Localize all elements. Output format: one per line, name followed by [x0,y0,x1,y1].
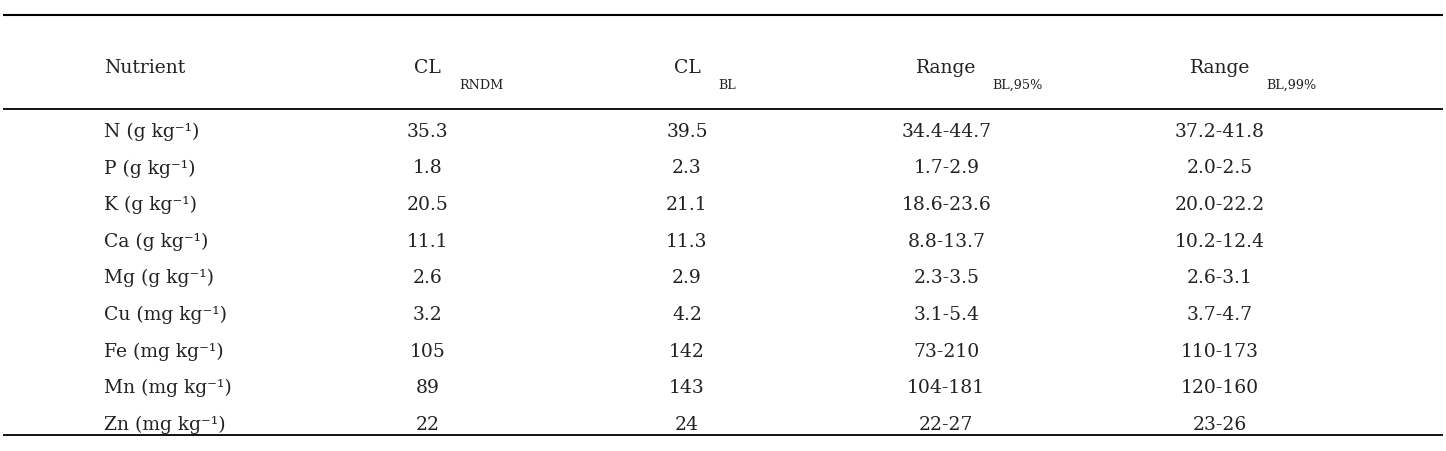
Text: 20.0-22.2: 20.0-22.2 [1174,196,1265,214]
Text: BL,99%: BL,99% [1267,78,1316,92]
Text: 1.7-2.9: 1.7-2.9 [914,159,979,177]
Text: 23-26: 23-26 [1193,415,1246,433]
Text: 142: 142 [669,342,706,360]
Text: 1.8: 1.8 [414,159,442,177]
Text: 73-210: 73-210 [912,342,979,360]
Text: BL: BL [719,78,736,92]
Text: 143: 143 [669,378,704,396]
Text: 105: 105 [409,342,445,360]
Text: Zn (mg kg⁻¹): Zn (mg kg⁻¹) [104,415,226,433]
Text: 24: 24 [675,415,698,433]
Text: CL: CL [674,58,700,76]
Text: 2.9: 2.9 [672,269,701,287]
Text: 39.5: 39.5 [667,123,707,141]
Text: 21.1: 21.1 [667,196,707,214]
Text: 110-173: 110-173 [1181,342,1259,360]
Text: 34.4-44.7: 34.4-44.7 [901,123,992,141]
Text: 20.5: 20.5 [406,196,448,214]
Text: P (g kg⁻¹): P (g kg⁻¹) [104,159,195,177]
Text: CL: CL [414,58,441,76]
Text: 120-160: 120-160 [1181,378,1259,396]
Text: Mg (g kg⁻¹): Mg (g kg⁻¹) [104,269,214,287]
Text: 22: 22 [415,415,440,433]
Text: 104-181: 104-181 [907,378,985,396]
Text: 89: 89 [416,378,440,396]
Text: Cu (mg kg⁻¹): Cu (mg kg⁻¹) [104,305,227,323]
Text: Ca (g kg⁻¹): Ca (g kg⁻¹) [104,232,208,250]
Text: 18.6-23.6: 18.6-23.6 [901,196,991,214]
Text: Range: Range [917,58,976,76]
Text: RNDM: RNDM [460,78,503,92]
Text: 8.8-13.7: 8.8-13.7 [907,232,985,250]
Text: Fe (mg kg⁻¹): Fe (mg kg⁻¹) [104,342,223,360]
Text: 2.3: 2.3 [672,159,701,177]
Text: Mn (mg kg⁻¹): Mn (mg kg⁻¹) [104,378,231,396]
Text: 3.7-4.7: 3.7-4.7 [1187,305,1254,323]
Text: BL,95%: BL,95% [992,78,1043,92]
Text: K (g kg⁻¹): K (g kg⁻¹) [104,196,197,214]
Text: Nutrient: Nutrient [104,58,185,76]
Text: 2.6: 2.6 [414,269,442,287]
Text: 4.2: 4.2 [672,305,701,323]
Text: 2.3-3.5: 2.3-3.5 [914,269,979,287]
Text: 10.2-12.4: 10.2-12.4 [1176,232,1265,250]
Text: 35.3: 35.3 [406,123,448,141]
Text: Range: Range [1190,58,1251,76]
Text: 3.1-5.4: 3.1-5.4 [914,305,979,323]
Text: 11.1: 11.1 [406,232,448,250]
Text: 2.0-2.5: 2.0-2.5 [1187,159,1254,177]
Text: 3.2: 3.2 [414,305,442,323]
Text: N (g kg⁻¹): N (g kg⁻¹) [104,123,200,141]
Text: 11.3: 11.3 [667,232,707,250]
Text: 2.6-3.1: 2.6-3.1 [1187,269,1252,287]
Text: 22-27: 22-27 [920,415,973,433]
Text: 37.2-41.8: 37.2-41.8 [1176,123,1265,141]
